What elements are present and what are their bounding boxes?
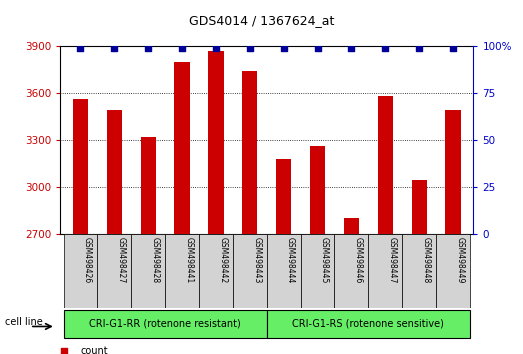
Bar <box>208 51 223 234</box>
Bar <box>73 99 88 234</box>
Bar <box>63 234 97 308</box>
Text: GSM498445: GSM498445 <box>320 237 329 284</box>
Bar <box>378 96 393 234</box>
Text: GDS4014 / 1367624_at: GDS4014 / 1367624_at <box>189 14 334 27</box>
Bar <box>97 234 131 308</box>
Point <box>246 45 254 51</box>
Point <box>449 45 457 51</box>
Bar <box>175 62 190 234</box>
Bar <box>141 137 156 234</box>
Text: cell line: cell line <box>5 317 43 327</box>
Text: count: count <box>81 346 108 354</box>
Bar <box>412 181 427 234</box>
Point <box>347 45 356 51</box>
Bar <box>402 234 436 308</box>
Bar <box>165 234 199 308</box>
Point <box>212 45 220 51</box>
Bar <box>131 234 165 308</box>
Text: GSM498441: GSM498441 <box>185 237 194 284</box>
Bar <box>267 234 301 308</box>
Bar <box>344 218 359 234</box>
Text: GSM498444: GSM498444 <box>286 237 295 284</box>
Bar <box>446 110 461 234</box>
Text: CRI-G1-RS (rotenone sensitive): CRI-G1-RS (rotenone sensitive) <box>292 319 444 329</box>
Point <box>76 45 85 51</box>
Bar <box>436 234 470 308</box>
Text: GSM498447: GSM498447 <box>388 237 396 284</box>
Text: GSM498426: GSM498426 <box>83 237 92 284</box>
Point <box>60 348 69 354</box>
Text: GSM498427: GSM498427 <box>117 237 126 284</box>
Bar <box>107 110 122 234</box>
Text: GSM498446: GSM498446 <box>354 237 363 284</box>
Bar <box>233 234 267 308</box>
Point <box>178 45 186 51</box>
Bar <box>335 234 368 308</box>
Point <box>381 45 390 51</box>
Bar <box>199 234 233 308</box>
Point <box>144 45 152 51</box>
Bar <box>310 146 325 234</box>
Bar <box>368 234 402 308</box>
Bar <box>301 234 335 308</box>
Text: GSM498428: GSM498428 <box>151 237 160 284</box>
Bar <box>267 309 470 338</box>
Bar <box>63 309 267 338</box>
Point <box>313 45 322 51</box>
Text: CRI-G1-RR (rotenone resistant): CRI-G1-RR (rotenone resistant) <box>89 319 241 329</box>
Text: GSM498448: GSM498448 <box>422 237 430 284</box>
Point <box>415 45 423 51</box>
Text: GSM498443: GSM498443 <box>252 237 261 284</box>
Bar <box>276 159 291 234</box>
Point <box>279 45 288 51</box>
Text: GSM498442: GSM498442 <box>218 237 228 284</box>
Point <box>110 45 119 51</box>
Bar <box>242 71 257 234</box>
Text: GSM498449: GSM498449 <box>456 237 464 284</box>
